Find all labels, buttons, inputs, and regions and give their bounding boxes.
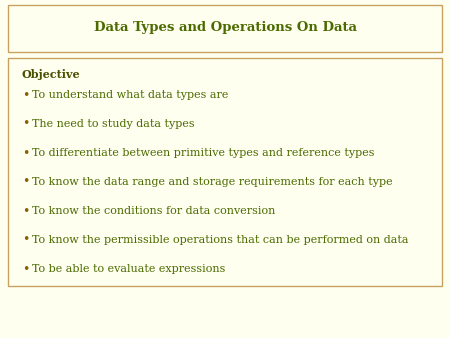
FancyBboxPatch shape	[8, 58, 442, 286]
Text: To know the permissible operations that can be performed on data: To know the permissible operations that …	[32, 235, 409, 245]
Text: Objective: Objective	[22, 70, 81, 80]
Text: To understand what data types are: To understand what data types are	[32, 90, 228, 100]
Text: To know the conditions for data conversion: To know the conditions for data conversi…	[32, 206, 275, 216]
Text: •: •	[22, 204, 29, 217]
Text: To be able to evaluate expressions: To be able to evaluate expressions	[32, 264, 225, 274]
Text: •: •	[22, 118, 29, 130]
Text: •: •	[22, 234, 29, 246]
FancyBboxPatch shape	[8, 5, 442, 52]
Text: •: •	[22, 89, 29, 101]
Text: To know the data range and storage requirements for each type: To know the data range and storage requi…	[32, 177, 392, 187]
Text: •: •	[22, 175, 29, 189]
Text: To differentiate between primitive types and reference types: To differentiate between primitive types…	[32, 148, 374, 158]
Text: The need to study data types: The need to study data types	[32, 119, 194, 129]
Text: Data Types and Operations On Data: Data Types and Operations On Data	[94, 22, 356, 34]
Text: •: •	[22, 146, 29, 160]
Text: •: •	[22, 263, 29, 275]
